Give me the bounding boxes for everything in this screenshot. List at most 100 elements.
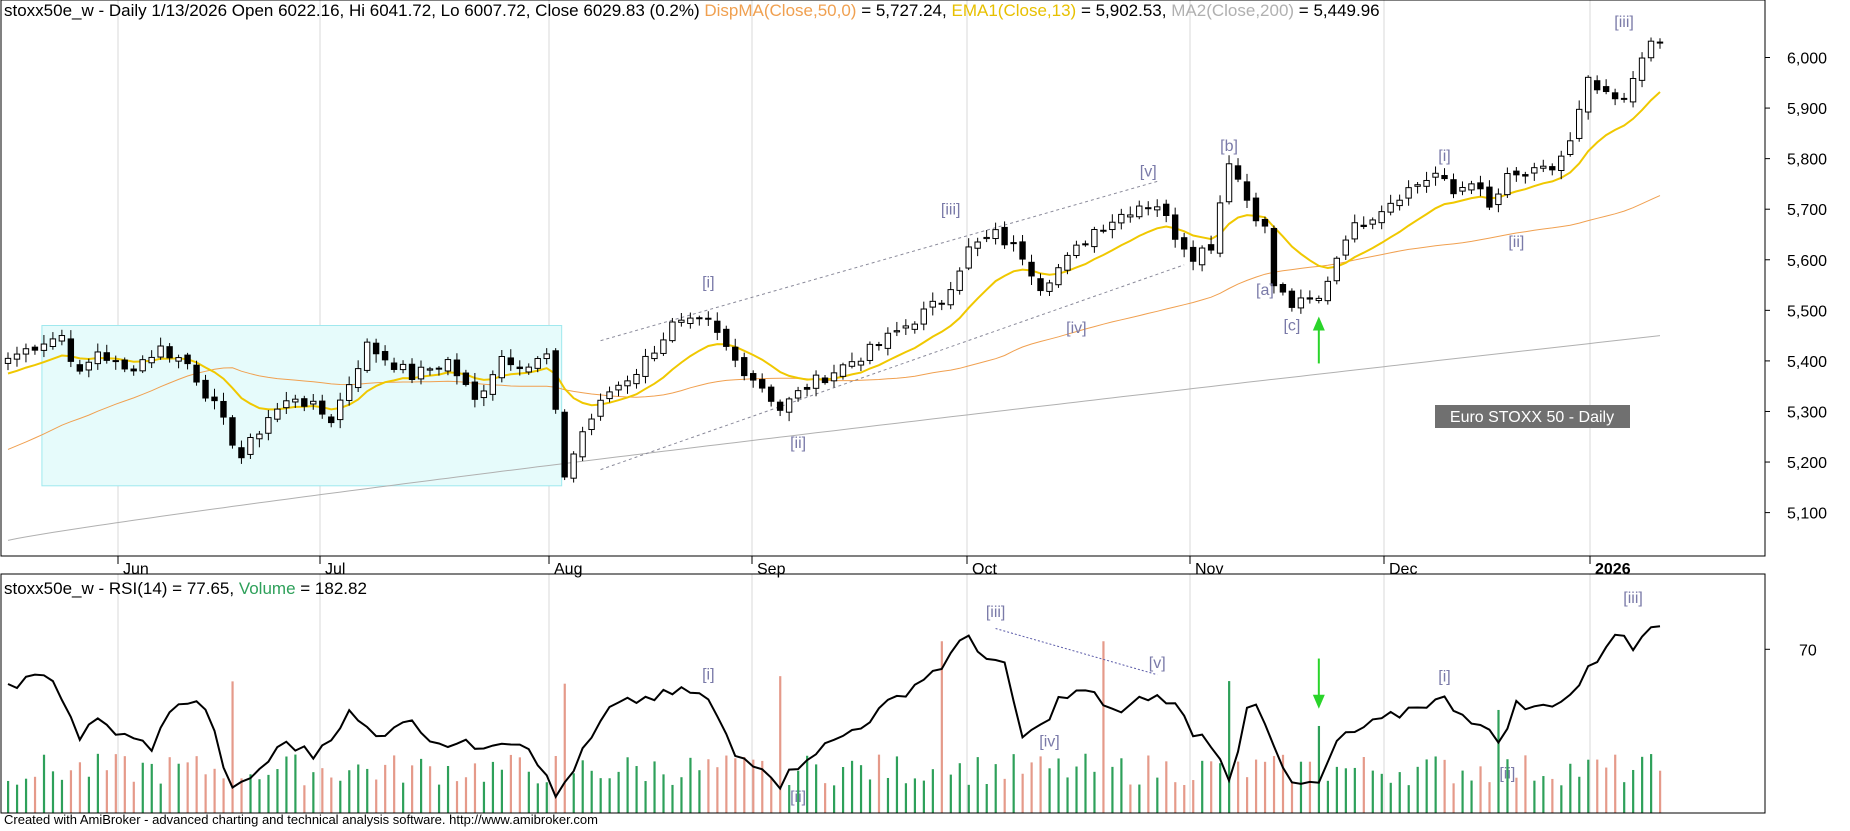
candle-down — [1010, 242, 1017, 245]
volume-bar — [931, 769, 934, 813]
candle-down — [390, 362, 398, 370]
candle-up — [1459, 186, 1466, 192]
volume-bar — [1497, 709, 1500, 813]
volume-bar — [159, 783, 162, 813]
volume-bar — [1380, 773, 1383, 813]
candle-up — [651, 352, 658, 360]
volume-bar — [1308, 761, 1312, 813]
volume-bar — [428, 766, 432, 813]
candle-up — [256, 433, 263, 440]
candle-down — [67, 338, 75, 362]
volume-bar — [698, 770, 701, 813]
ema-value: = 5,902.53, — [1080, 1, 1167, 20]
volume-bar — [671, 784, 674, 813]
volume-bar — [572, 773, 575, 813]
volume-bar — [195, 756, 198, 813]
candle-up — [1333, 257, 1340, 282]
candle-up — [705, 317, 712, 320]
volume-bar — [1560, 785, 1563, 813]
volume-bar — [976, 757, 979, 813]
wave-labels: [i] [ii] [iii] [iv] [v] [a] [b] [c] [i] [ii] [iii] — [702, 14, 1634, 452]
rsi-panel-header: stoxx50e_w - RSI(14) = 77.65, Volume = 1… — [4, 579, 367, 599]
candle-up — [678, 319, 685, 323]
volume-bar — [1254, 759, 1258, 813]
volume-bar — [1048, 768, 1051, 813]
volume-bar — [527, 771, 530, 813]
volume-bar — [213, 768, 216, 813]
volume-bar — [464, 777, 468, 813]
volume-bar — [536, 783, 539, 813]
volume-bar — [1488, 782, 1491, 813]
candle-down — [1620, 97, 1628, 100]
volume-bar — [895, 756, 899, 813]
volume-bar — [581, 760, 584, 813]
candle-down — [516, 366, 523, 370]
candle-down — [875, 344, 883, 347]
ma2-label: MA2(Close,200) — [1171, 1, 1295, 20]
candle-up — [310, 400, 317, 405]
volume-bar — [141, 762, 144, 813]
volume-bar — [1156, 777, 1159, 813]
volume-bar — [1210, 761, 1213, 813]
volume-bar — [168, 757, 171, 813]
candle-up — [1073, 244, 1080, 257]
volume-bar — [1138, 784, 1141, 813]
volume-bar — [1434, 756, 1437, 813]
wave-label: [iii] — [1614, 14, 1634, 31]
volume-bar — [375, 779, 378, 813]
candle-up — [1315, 297, 1323, 302]
candle-down — [211, 396, 218, 402]
volume-bar — [734, 758, 737, 813]
candle-down — [741, 357, 748, 377]
volume-bar — [662, 774, 665, 813]
candle-up — [292, 398, 299, 403]
candle-up — [1324, 280, 1331, 302]
candle-up — [669, 321, 676, 342]
volume-bar — [1192, 780, 1195, 813]
price-tick-label: 5,200 — [1787, 455, 1827, 472]
volume-bar — [1102, 641, 1105, 813]
volume-bar — [258, 779, 261, 813]
candle-up — [94, 351, 101, 365]
candle-down — [1360, 224, 1367, 227]
candle-down — [821, 377, 829, 384]
volume-bar — [150, 763, 153, 813]
volume-bar — [1515, 777, 1518, 813]
candle-up — [283, 400, 290, 409]
chart-title: Euro STOXX 50 - Daily — [1450, 409, 1614, 426]
wave-label: [iv] — [1066, 320, 1086, 337]
candle-down — [166, 346, 173, 359]
volume-bar — [267, 774, 270, 813]
candle-up — [642, 355, 649, 377]
candle-down — [1243, 181, 1251, 201]
volume-bar — [1650, 754, 1653, 813]
volume-bar — [841, 767, 845, 813]
volume-bar — [1120, 758, 1123, 813]
volume-bar — [985, 784, 988, 813]
candle-down — [1306, 297, 1314, 300]
volume-bar — [500, 769, 504, 813]
candle-up — [489, 374, 497, 395]
volume-bar — [608, 778, 611, 813]
month-tick-label: Sep — [757, 561, 786, 578]
volume-bar — [473, 763, 477, 813]
volume-bar — [1246, 777, 1249, 813]
volume-bar — [1219, 763, 1222, 813]
volume-bar — [1326, 780, 1330, 813]
candle-down — [1234, 165, 1242, 180]
candle-down — [193, 364, 200, 383]
candle-up — [1567, 140, 1574, 155]
candle-down — [1270, 227, 1278, 287]
volume-bar — [554, 755, 557, 813]
candle-down — [1656, 41, 1664, 44]
volume-bar — [779, 676, 782, 813]
volume-bar — [105, 770, 108, 813]
candle-up — [857, 360, 865, 366]
candle-up — [498, 356, 505, 379]
month-tick-label: Oct — [972, 561, 997, 578]
volume-bar — [446, 765, 450, 813]
price-tick-label: 5,800 — [1787, 152, 1827, 169]
wave-label: [v] — [1140, 163, 1157, 180]
volume-bar — [644, 781, 647, 813]
candle-up — [480, 390, 488, 399]
